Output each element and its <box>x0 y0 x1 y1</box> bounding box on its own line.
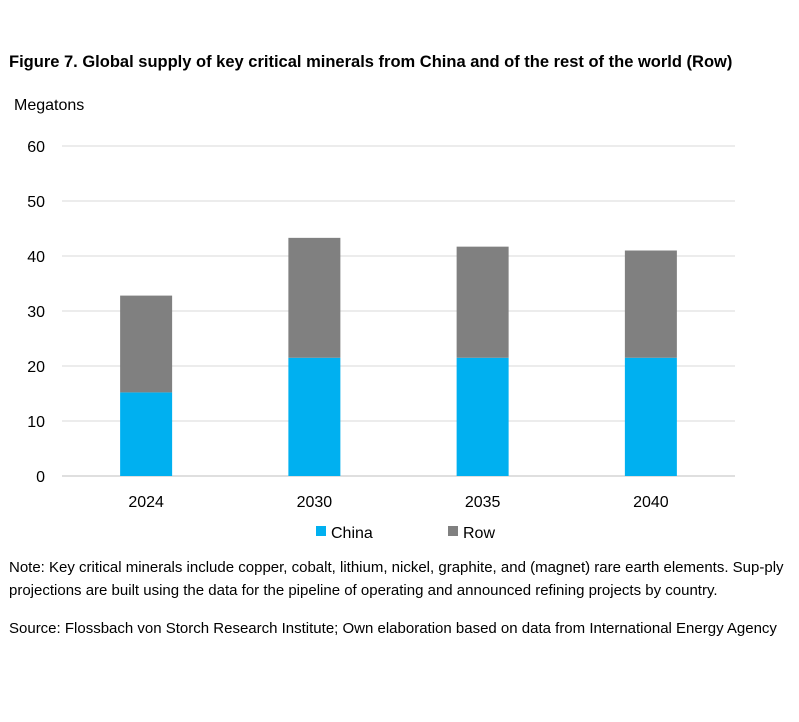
legend-swatch-china <box>316 526 326 536</box>
y-axis-label: Megatons <box>14 97 84 114</box>
legend-label-row: Row <box>463 525 495 542</box>
legend-label-china: China <box>331 525 373 542</box>
bar-row-2035 <box>456 246 509 358</box>
x-tick-label: 2035 <box>465 494 501 511</box>
x-tick-label: 2030 <box>297 494 333 511</box>
bar-row-2030 <box>288 237 341 358</box>
y-tick-label: 0 <box>36 469 45 486</box>
bars <box>120 237 677 476</box>
x-axis-ticks: 2024 2030 2035 2040 <box>128 494 668 511</box>
y-axis-ticks: 0 10 20 30 40 50 60 <box>27 139 45 486</box>
legend: China Row <box>316 525 495 542</box>
bar-row-2024 <box>120 295 173 393</box>
legend-swatch-row <box>448 526 458 536</box>
x-tick-label: 2040 <box>633 494 669 511</box>
source-text: Source: Flossbach von Storch Research In… <box>9 620 777 637</box>
y-tick-label: 20 <box>27 359 45 376</box>
y-tick-label: 40 <box>27 249 45 266</box>
y-tick-label: 30 <box>27 304 45 321</box>
chart-title: Figure 7. Global supply of key critical … <box>9 53 733 71</box>
bar-row-2040 <box>624 250 677 358</box>
y-tick-label: 10 <box>27 414 45 431</box>
bar-china-2024 <box>120 392 173 476</box>
x-tick-label: 2024 <box>128 494 164 511</box>
y-tick-label: 60 <box>27 139 45 156</box>
note-text: Note: Key critical minerals include copp… <box>9 559 784 599</box>
gridlines <box>62 145 735 477</box>
bar-china-2040 <box>624 357 677 476</box>
bar-china-2030 <box>288 357 341 476</box>
bar-china-2035 <box>456 357 509 476</box>
y-tick-label: 50 <box>27 194 45 211</box>
